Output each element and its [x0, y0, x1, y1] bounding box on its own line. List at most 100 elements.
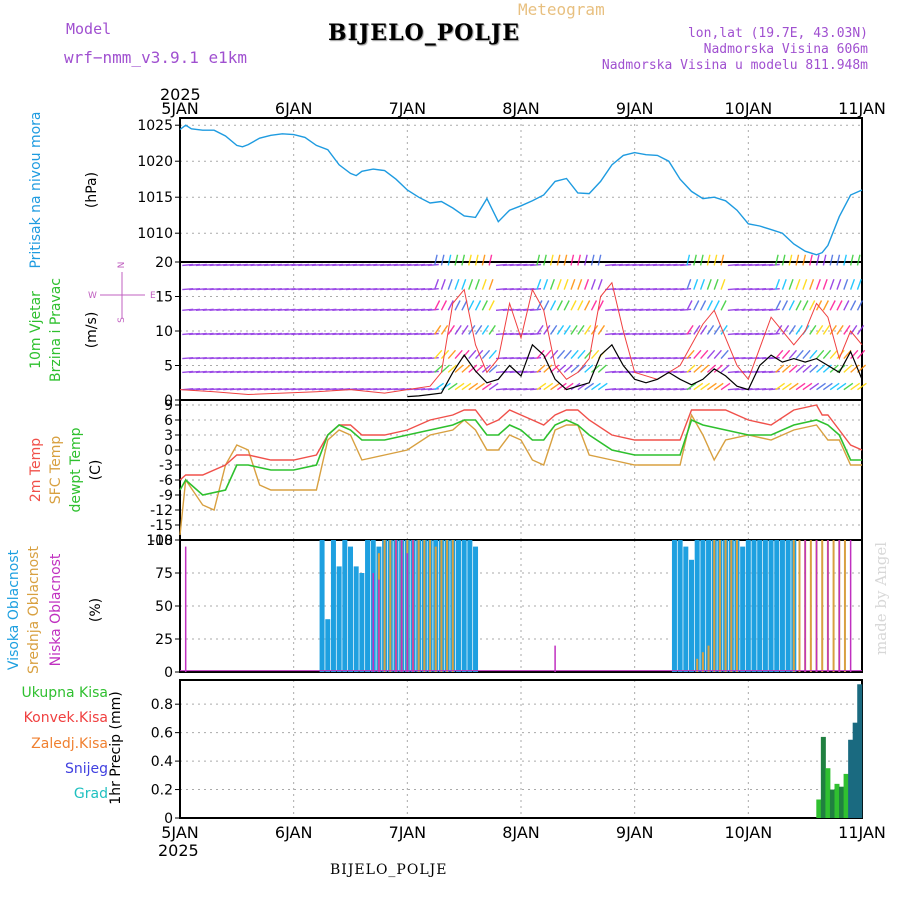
wind-arrow	[447, 364, 457, 373]
wind-arrow	[481, 349, 491, 360]
wind-arrow	[843, 349, 852, 360]
mid-cloud-bar	[821, 540, 824, 672]
high-cloud-bar	[677, 540, 683, 672]
wind-arrow	[468, 349, 477, 360]
wind-arrow	[550, 382, 560, 391]
station-title: BIJELO_POLJE	[328, 20, 521, 46]
y-tick-label: 1025	[137, 118, 173, 134]
wind-arrow	[788, 324, 796, 335]
wind-arrow	[563, 279, 569, 290]
wind-arrow	[454, 254, 459, 266]
total-precip-bar	[839, 786, 845, 818]
wind-arrow	[543, 254, 547, 266]
y-tick-label: 0	[164, 443, 173, 459]
wind-arrow	[768, 387, 780, 391]
mid-cloud-bar	[423, 540, 426, 672]
wind-arrow	[829, 349, 838, 360]
wind-arrow	[775, 382, 786, 391]
wind-arrow	[720, 279, 726, 290]
y-tick-label: 0	[164, 665, 173, 681]
x-bottom-tick-label: 7JAN	[389, 823, 427, 842]
wind-arrow	[856, 349, 866, 360]
total-precip-bar	[848, 739, 854, 818]
high-cloud-bar	[779, 540, 785, 672]
footer-title: BIJELO_POLJE	[330, 862, 448, 878]
wind-arrow	[570, 300, 577, 311]
wind-arrow	[802, 382, 813, 391]
wind-arrow	[720, 349, 729, 360]
wind-arrow	[440, 324, 449, 335]
compass-w: W	[88, 291, 97, 301]
wind-arrow	[856, 300, 864, 311]
wind-arrow	[768, 370, 780, 374]
y-tick-label: 50	[155, 599, 173, 615]
wind-arrow	[530, 287, 542, 291]
wind-arrow	[590, 300, 598, 311]
wind-arrow	[775, 364, 785, 373]
wind-arrow	[481, 324, 490, 335]
wind-arrow	[474, 254, 479, 266]
high-cloud-bar	[683, 546, 689, 672]
wind-arrow	[768, 332, 780, 336]
wind-arrow	[427, 332, 439, 336]
wind-arrow	[720, 382, 731, 391]
y-tick-label: 0.8	[151, 697, 173, 713]
model-name: wrf−nmm_v3.9.1 e1km	[64, 48, 248, 67]
wind-arrow	[856, 254, 861, 266]
total-precip-bar	[852, 722, 858, 818]
x-bottom-tick-label: 9JAN	[616, 823, 654, 842]
high-cloud-bar	[694, 540, 700, 672]
wind-arrow	[788, 349, 797, 360]
wind-arrow	[809, 279, 815, 290]
mid-cloud-bar	[713, 540, 716, 672]
wind-arrow	[577, 254, 581, 266]
wind-arrow	[441, 382, 451, 391]
wind-arrow	[543, 324, 551, 335]
wind-arrow	[816, 382, 826, 391]
wind-arrow	[530, 370, 542, 374]
wind-arrow	[590, 279, 596, 290]
wind-arrow	[556, 279, 562, 290]
high-cloud-bar	[473, 546, 479, 672]
wind-arrow	[577, 349, 586, 360]
wind-arrow	[843, 300, 850, 311]
wind-arrow	[809, 364, 819, 373]
wind-arrow	[543, 300, 550, 311]
wind-arrow	[836, 279, 842, 290]
precip-legend-3: Snijeg	[65, 761, 108, 777]
wind-arrow	[686, 364, 696, 373]
low-cloud-bar	[395, 540, 397, 672]
wind-arrow	[809, 349, 818, 360]
wind-arrow	[829, 300, 836, 311]
total-precip-bar	[843, 773, 849, 818]
wind-arrow	[713, 382, 724, 391]
wind-arrow	[815, 254, 820, 266]
wind-arrow	[549, 300, 557, 311]
wind-arrow	[447, 279, 453, 290]
wind-arrow	[434, 364, 444, 373]
wind-arrow	[713, 364, 723, 373]
y-tick-label: 0.4	[151, 754, 173, 770]
wind-arrow	[434, 349, 443, 360]
compass-e: E	[150, 291, 156, 301]
wind-arrow	[720, 300, 727, 311]
wind-arrow	[427, 387, 439, 391]
high-cloud-bar	[359, 573, 365, 672]
low-cloud-bar	[804, 540, 806, 672]
wind-arrow	[713, 324, 721, 335]
wind-arrow	[488, 254, 493, 266]
low-cloud-bar	[827, 540, 829, 672]
wind-arrow	[597, 300, 604, 311]
y-tick-label: 5	[164, 359, 173, 375]
wind-arrow	[706, 364, 717, 373]
wind-arrow	[822, 279, 828, 290]
wind-arrow	[713, 300, 720, 311]
y-tick-label: 0.2	[151, 783, 173, 799]
precip-legend-1: Konvek.Kisa	[24, 710, 108, 726]
wind-arrow	[781, 254, 786, 266]
mid-cloud-bar	[417, 540, 420, 672]
wind-arrow	[447, 382, 458, 391]
high-cloud-bar	[706, 540, 712, 672]
wind-arrow	[843, 364, 853, 373]
wind-arrow	[543, 364, 553, 373]
